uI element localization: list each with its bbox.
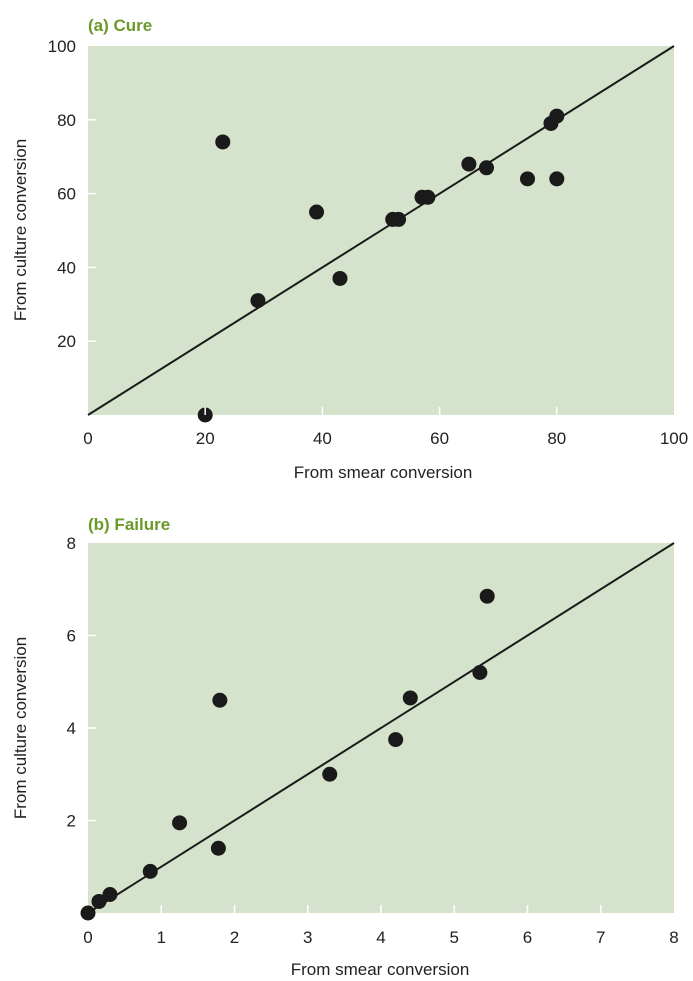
panel-a-y-tick-label: 40 — [57, 258, 76, 277]
panel-b-x-tick-label: 2 — [230, 928, 239, 947]
panel-b-point-4 — [142, 863, 158, 879]
panel-b-x-tick-label: 1 — [157, 928, 166, 947]
panel-a-point-9 — [420, 189, 436, 205]
panel-b-y-tick-label: 4 — [67, 719, 76, 738]
panel-a-reference-line — [87, 45, 675, 416]
panel-a-y-ticks: 20 40 60 80 100 — [48, 37, 96, 351]
panel-b-point-11 — [472, 665, 488, 680]
panel-a-point-11 — [478, 160, 494, 176]
panel-b-x-tick-label: 8 — [669, 928, 678, 947]
panel-a-point-7 — [391, 211, 407, 227]
panel-a-point-2 — [215, 134, 231, 150]
panel-a-y-tick-label: 100 — [48, 37, 76, 56]
panel-b-point-2 — [91, 893, 107, 909]
panel-a-title: (a) Cure — [88, 16, 152, 35]
panel-a-point-10 — [461, 156, 477, 172]
panel-b-point-6 — [210, 840, 226, 856]
panel-b-point-3 — [102, 887, 118, 902]
panel-a-x-axis-label: From smear conversion — [294, 463, 473, 482]
panel-b-x-ticks: 0 1 2 3 4 5 6 7 8 — [83, 905, 679, 947]
panel-b-point-8 — [322, 766, 338, 782]
panel-b-y-ticks: 2 4 6 8 — [67, 534, 96, 831]
panel-b-y-axis-label: From culture conversion — [11, 637, 30, 819]
panel-a-x-tick-label: 0 — [83, 429, 92, 448]
panel-b-x-tick-label: 7 — [596, 928, 605, 947]
panel-a-y-tick-label: 20 — [57, 332, 76, 351]
panel-a-point-3 — [250, 293, 266, 309]
panel-a-x-ticks: 0 20 40 60 80 100 — [83, 407, 688, 448]
panel-b-reference-line — [87, 542, 675, 914]
panel-b-x-tick-label: 6 — [523, 928, 532, 947]
panel-a-point-5 — [332, 270, 348, 286]
panel-b-point-7 — [212, 692, 228, 708]
panel-a-point-15 — [549, 171, 565, 187]
panel-b-x-tick-label: 5 — [450, 928, 459, 947]
panel-a-x-tick-label: 60 — [430, 429, 449, 448]
panel-a-point-14 — [549, 108, 565, 124]
panel-a-x-tick-label: 40 — [313, 429, 332, 448]
panel-b: (b) Failure 0 1 2 3 4 5 6 7 8 2 4 6 8 From smear co… — [11, 515, 679, 979]
panel-a-point-4 — [309, 204, 325, 220]
panel-b-x-tick-label: 4 — [376, 928, 385, 947]
panel-b-point-9 — [388, 732, 404, 748]
panel-b-title: (b) Failure — [88, 515, 170, 534]
panel-a-point-12 — [520, 171, 535, 187]
panel-a-x-tick-label: 100 — [660, 429, 688, 448]
panel-b-point-10 — [402, 690, 418, 706]
panel-b-point-12 — [479, 588, 495, 604]
panel-a-y-tick-label: 60 — [57, 185, 76, 204]
panel-a-x-tick-label: 20 — [196, 429, 215, 448]
panel-b-points — [80, 588, 495, 921]
panel-b-x-tick-label: 3 — [303, 928, 312, 947]
panel-a: (a) Cure 0 20 40 60 80 100 20 40 60 80 100 From s… — [11, 16, 688, 482]
panel-a-y-tick-label: 80 — [57, 111, 76, 130]
panel-b-point-5 — [172, 815, 188, 831]
panel-b-x-axis-label: From smear conversion — [291, 960, 470, 979]
panel-b-point-1 — [80, 905, 96, 921]
panel-b-y-tick-label: 6 — [67, 627, 76, 646]
panel-b-y-tick-label: 8 — [67, 534, 76, 553]
panel-a-x-tick-label: 80 — [547, 429, 566, 448]
panel-b-x-tick-label: 0 — [83, 928, 92, 947]
panel-b-y-tick-label: 2 — [67, 812, 76, 831]
panel-a-points — [197, 108, 565, 423]
panel-a-y-axis-label: From culture conversion — [11, 139, 30, 321]
